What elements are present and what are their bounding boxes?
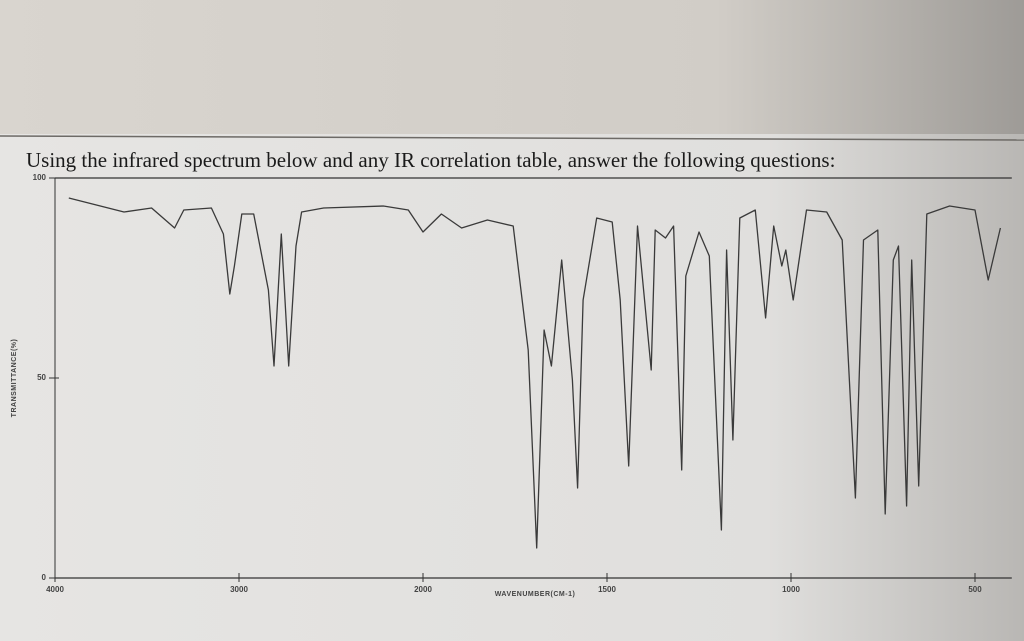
spectrum-line	[68, 197, 1002, 549]
y-tick-label: 0	[42, 573, 47, 582]
x-tick-label: 4000	[46, 585, 64, 594]
paper-edge	[0, 135, 1024, 141]
x-tick-label: 1000	[782, 585, 800, 594]
y-tick-label: 100	[33, 173, 47, 182]
question-text: Using the infrared spectrum below and an…	[26, 148, 835, 172]
paper	[0, 134, 1024, 641]
x-tick-label: 500	[968, 585, 982, 594]
background	[0, 0, 1024, 138]
x-tick-label: 1500	[598, 585, 616, 594]
x-axis-label: WAVENUMBER(CM-1)	[495, 591, 576, 598]
x-tick-label: 2000	[414, 585, 432, 594]
y-tick-label: 50	[37, 373, 46, 382]
y-axis-label: TRANSMITTANCE(%)	[11, 339, 18, 418]
x-tick-label: 3000	[230, 585, 248, 594]
